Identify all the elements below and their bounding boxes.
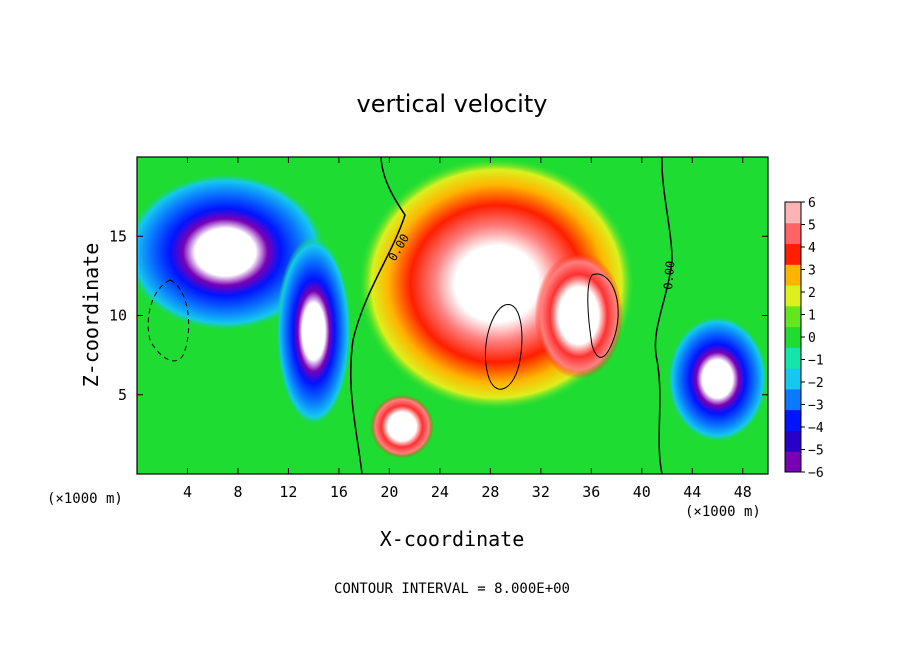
contour-label-right: 0.00 xyxy=(661,260,677,290)
updraft-cell-1 xyxy=(534,252,623,379)
x-tick-label: 8 xyxy=(233,483,242,501)
colorbar-swatch xyxy=(785,285,801,307)
x-tick-label: 20 xyxy=(380,483,398,501)
colorbar-tick-label: 2 xyxy=(808,286,816,301)
colorbar-tick-label: 4 xyxy=(808,241,816,256)
colorbar-tick-label: −6 xyxy=(808,466,824,481)
downdraft-cell-5 xyxy=(667,315,768,443)
x-tick-label: 28 xyxy=(481,483,499,501)
x-tick-label: 16 xyxy=(330,483,348,501)
field-area xyxy=(137,157,768,474)
colorbar-tick-label: −3 xyxy=(808,399,824,414)
contour-inner-updraft-2 xyxy=(587,273,619,358)
x-tick-label: 36 xyxy=(582,483,600,501)
x-unit-left: (×1000 m) xyxy=(47,491,123,507)
y-tick-label: 10 xyxy=(109,307,127,325)
colorbar-tick-label: 3 xyxy=(808,264,816,279)
x-tick-label: 40 xyxy=(633,483,651,501)
downdraft-cell-4 xyxy=(275,236,352,427)
colorbar-swatch xyxy=(785,264,801,286)
x-tick-label: 12 xyxy=(279,483,297,501)
x-axis-label: X-coordinate xyxy=(380,527,525,551)
zero-contour-right xyxy=(654,157,673,474)
x-tick-label: 32 xyxy=(532,483,550,501)
x-tick-label: 24 xyxy=(431,483,449,501)
updraft-cell-2 xyxy=(370,394,434,459)
y-axis-label: Z-coordinate xyxy=(79,243,103,388)
colorbar-tick-label: 1 xyxy=(808,309,816,324)
y-tick-label: 5 xyxy=(118,386,127,404)
contour-interval-note: CONTOUR INTERVAL = 8.000E+00 xyxy=(334,581,570,597)
chart-title: vertical velocity xyxy=(357,90,548,118)
colorbar-swatch xyxy=(785,409,801,431)
y-tick-label: 15 xyxy=(109,227,127,245)
colorbar-swatch xyxy=(785,202,801,224)
colorbar-swatch xyxy=(785,305,801,328)
downdraft-cell-3 xyxy=(137,172,327,332)
contour-inner-updraft xyxy=(484,304,523,390)
colorbar: 6 5 4 3 2 1 0 −1 −2 −3 −4 −5 −6 xyxy=(784,196,824,481)
x-unit-right: (×1000 m) xyxy=(685,504,761,520)
colorbar-swatch xyxy=(785,451,801,473)
colorbar-tick-label: −5 xyxy=(808,444,824,459)
colorbar-tick-label: 5 xyxy=(808,219,816,234)
colorbar-tick-label: 6 xyxy=(808,196,816,211)
x-tick-label: 48 xyxy=(734,483,752,501)
colorbar-swatch xyxy=(785,326,801,348)
x-tick-label: 44 xyxy=(683,483,701,501)
colorbar-tick-label: −2 xyxy=(808,376,824,391)
y-axis: 5 10 15 xyxy=(109,227,768,404)
colorbar-swatch xyxy=(785,347,801,369)
colorbar-tick-label: −1 xyxy=(808,354,824,369)
colorbar-tick-label: −4 xyxy=(808,421,824,436)
colorbar-tick-label: 0 xyxy=(808,331,816,346)
colorbar-swatch xyxy=(785,243,801,265)
colorbar-swatch xyxy=(785,388,801,411)
x-axis: 4 8 12 16 20 24 28 32 36 40 44 48 xyxy=(183,157,752,501)
colorbar-swatch xyxy=(785,222,801,245)
colorbar-swatch xyxy=(785,430,801,452)
colorbar-swatch xyxy=(785,368,801,390)
zero-contour-left xyxy=(350,157,406,474)
x-tick-label: 4 xyxy=(183,483,192,501)
